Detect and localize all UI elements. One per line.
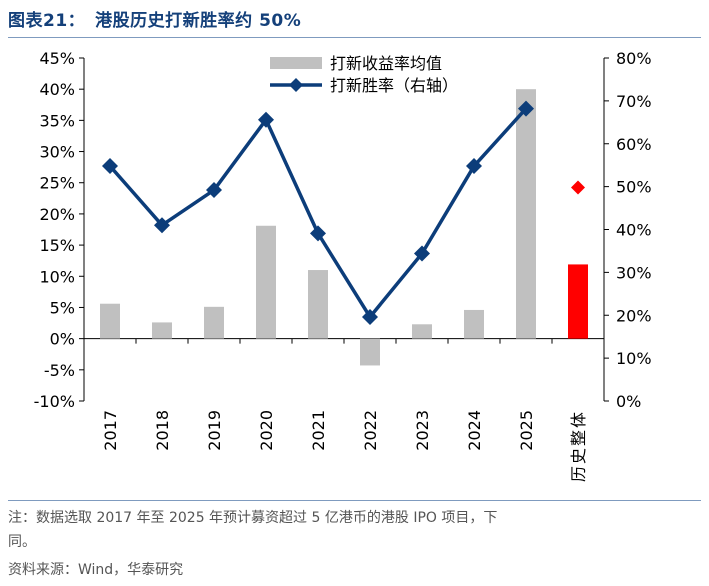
left-tick-label: 45% [39, 49, 75, 68]
left-tick-label: 25% [39, 174, 75, 193]
bar-2017 [100, 303, 120, 339]
left-tick-label: 35% [39, 111, 75, 130]
left-tick-label: 5% [50, 298, 75, 317]
category-label: 2022 [361, 410, 380, 451]
footnote-line-1: 注：数据选取 2017 年至 2025 年预计募资超过 5 亿港币的港股 IPO… [8, 510, 498, 526]
bar-2019 [204, 306, 224, 339]
category-label: 2021 [309, 410, 328, 451]
right-tick-label: 50% [616, 178, 652, 197]
legend-line-marker [289, 78, 303, 92]
left-tick-label: 0% [50, 330, 75, 349]
legend-line-label: 打新胜率（右轴） [330, 76, 458, 95]
left-tick-label: -5% [44, 361, 75, 380]
bar-2024 [464, 309, 484, 339]
source-note: 资料来源：Wind，华泰研究 [8, 562, 184, 578]
right-tick-label: 60% [616, 135, 652, 154]
left-tick-label: 40% [39, 80, 75, 99]
right-tick-label: 80% [616, 49, 652, 68]
bar-2025 [516, 89, 536, 339]
category-label: 2025 [517, 410, 536, 451]
right-tick-label: 70% [616, 92, 652, 111]
win-rate-point-2017 [102, 158, 118, 175]
chart: -10% -5% 0% 5% 10% 15% 20% 25% 30% 35% 40% 45% 0% 10%… [34, 49, 652, 482]
category-label: 历史整体 [569, 410, 588, 482]
win-rate-point-2019 [206, 182, 222, 199]
bar-2023 [412, 324, 432, 339]
right-tick-label: 10% [616, 349, 652, 368]
legend-bar-swatch [270, 57, 322, 69]
win-rate-point-2023 [414, 245, 430, 262]
category-label: 2023 [413, 410, 432, 451]
win-rate-point-overall [571, 180, 585, 195]
win-rate-point-2018 [154, 217, 170, 234]
left-tick-label: 30% [39, 143, 75, 162]
right-tick-label: 30% [616, 263, 652, 282]
left-tick-label: 10% [39, 267, 75, 286]
category-label: 2020 [257, 410, 276, 451]
bar-2021 [308, 270, 328, 339]
right-tick-label: 40% [616, 221, 652, 240]
win-rate-point-2022 [362, 308, 378, 325]
win-rate-point-2021 [310, 225, 326, 242]
category-label: 2019 [205, 410, 224, 451]
bar-历史整体 [568, 264, 588, 339]
bar-2022 [360, 338, 380, 366]
category-label: 2018 [153, 410, 172, 451]
right-tick-label: 0% [616, 392, 641, 411]
win-rate-point-2020 [258, 111, 274, 128]
bar-2020 [256, 225, 276, 339]
win-rate-point-2025 [518, 100, 534, 117]
win-rate-point-2024 [466, 158, 482, 175]
chart-title: 图表21： 港股历史打新胜率约 50% [8, 6, 301, 31]
figure-label: 图表21： [8, 11, 86, 31]
legend-bar-label: 打新收益率均值 [330, 54, 442, 73]
bottom-rule [8, 500, 701, 501]
figure-title: 港股历史打新胜率约 50% [95, 11, 302, 31]
title-rule [8, 37, 701, 38]
left-tick-label: 15% [39, 236, 75, 255]
left-tick-label: 20% [39, 205, 75, 224]
right-tick-label: 20% [616, 306, 652, 325]
category-label: 2024 [465, 410, 484, 451]
bar-2018 [152, 322, 172, 339]
footnote-line-2: 同。 [8, 534, 36, 550]
left-tick-label: -10% [34, 392, 75, 411]
category-label: 2017 [101, 410, 120, 451]
